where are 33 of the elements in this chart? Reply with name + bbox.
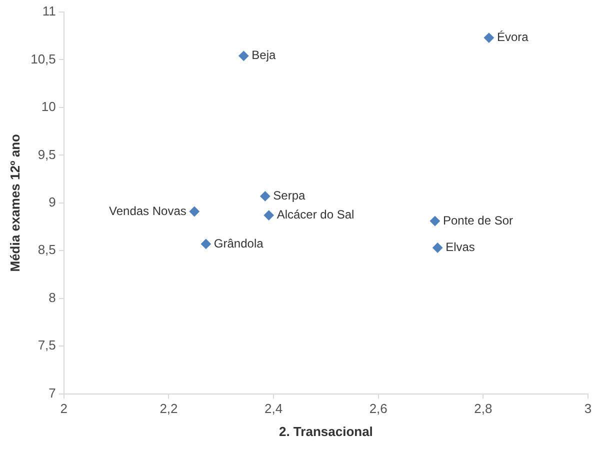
annotation: Ponte de Sor (442, 213, 514, 228)
annotation: Évora (496, 30, 529, 44)
annotation: Vendas Novas (109, 204, 186, 218)
y-axis-title: Média exames 12º ano (7, 134, 22, 272)
x-tick-label: 2,6 (369, 401, 388, 416)
annotation: Serpa (273, 188, 306, 203)
y-tick-label: 11 (42, 4, 56, 19)
y-tick-label: 8 (48, 290, 56, 305)
point (432, 242, 443, 253)
y-tick-label: 7 (48, 385, 56, 400)
annotation: Grândola (214, 236, 264, 250)
point (189, 206, 200, 216)
y-tick-label: 10 (41, 99, 56, 114)
x-tick-label: 2,2 (160, 401, 178, 416)
y-tick-label: 9 (48, 194, 56, 210)
x-tick-label: 3 (584, 401, 592, 416)
y-tick-label: 10,5 (30, 51, 56, 66)
y-tick-label: 9,5 (38, 146, 56, 162)
annotation: Elvas (446, 240, 475, 254)
point (238, 50, 249, 61)
point (260, 191, 270, 202)
y-tick-label: 8,5 (38, 242, 56, 258)
x-tick-label: 2 (60, 401, 68, 416)
x-tick-label: 2,4 (264, 401, 283, 416)
point (264, 210, 274, 220)
x-tick-label: 2,8 (474, 401, 492, 416)
point (484, 32, 494, 43)
y-tick-label: 7,5 (38, 338, 56, 353)
x-axis-title: 2. Transacional (278, 424, 373, 439)
annotation: Beja (252, 48, 276, 62)
point (430, 216, 440, 226)
point (200, 238, 211, 249)
annotation: Alcácer do Sal (276, 208, 354, 222)
